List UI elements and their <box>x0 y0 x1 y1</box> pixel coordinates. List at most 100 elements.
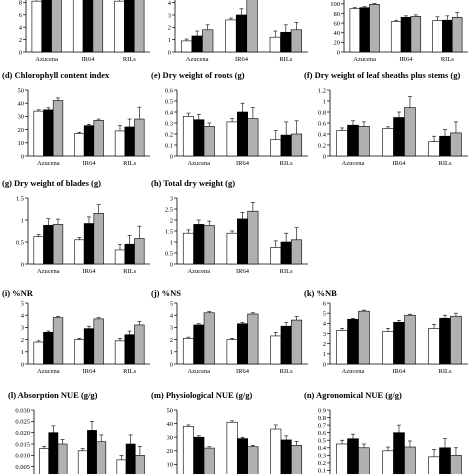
category-label: Azucena <box>37 160 60 167</box>
bar-i-ir64-s3 <box>93 318 104 365</box>
y-tick-label: 0.2 <box>165 131 173 138</box>
y-tick-label: 30 <box>167 435 174 442</box>
bar-d-ir64-s3 <box>93 120 104 157</box>
y-tick-label: 0 <box>170 261 173 268</box>
category-label: Azucena <box>187 368 210 375</box>
y-tick-label: 0.1 <box>318 468 326 474</box>
bar-i-azucena-s3 <box>52 317 64 365</box>
y-tick-label: 3 <box>170 325 173 332</box>
bar-m-rils-s2 <box>280 439 292 474</box>
y-tick-label: 1.5 <box>16 195 24 202</box>
bar-d-azucena-s3 <box>52 100 64 157</box>
panel-title: (j) %NS <box>151 288 181 298</box>
panel-title: (k) %NB <box>304 288 337 298</box>
bar-l-ir64-s1 <box>77 450 88 474</box>
category-label: Azucena <box>353 56 376 63</box>
y-tick-label: 8 <box>19 0 22 7</box>
bar-g-azucena-s3 <box>52 224 64 265</box>
panel-c: 0 20 40 60 80 100 Azucena IR64 RILs <box>330 0 468 63</box>
bar-f-ir64-s1 <box>382 128 394 157</box>
y-tick-label: 0 <box>323 153 326 160</box>
bar-c-rils-s1 <box>432 20 443 53</box>
bar-e-ir64-s2 <box>237 111 248 157</box>
bar-f-azucena-s3 <box>358 126 370 157</box>
y-tick-label: 3 <box>170 195 173 202</box>
bar-h-rils-s3 <box>291 239 303 265</box>
bar-m-azucena-s1 <box>182 426 194 474</box>
y-tick-label: 0.7 <box>318 422 327 429</box>
bar-k-azucena-s1 <box>336 330 348 365</box>
panel-title: (m) Physiological NUE (g/g) <box>151 390 252 400</box>
y-tick-label: 20 <box>18 127 25 134</box>
y-tick-label: 10 <box>18 140 25 147</box>
bar-j-ir64-s1 <box>226 339 238 365</box>
bar-b-azucena-s2 <box>191 35 203 53</box>
bar-i-azucena-s1 <box>33 341 44 365</box>
bar-h-rils-s2 <box>280 241 292 265</box>
bar-g-ir64-s2 <box>83 223 95 265</box>
y-tick-label: 0.8 <box>318 109 326 116</box>
y-tick-label: 3 <box>168 12 171 19</box>
bar-j-ir64-s2 <box>237 323 248 365</box>
y-tick-label: 0.9 <box>318 407 326 414</box>
panel-g: (g) Dry weight of blades (g) 0 0.5 1 1.5 Azuc… <box>2 178 150 275</box>
bar-k-ir64-s3 <box>404 314 416 365</box>
bar-b-rils-s3 <box>290 29 302 53</box>
bar-l-rils-s1 <box>116 459 127 474</box>
bar-e-rils-s1 <box>270 139 282 157</box>
bar-i-azucena-s2 <box>43 331 54 365</box>
bar-k-ir64-s1 <box>382 331 394 365</box>
y-tick-label: 50 <box>167 407 174 414</box>
y-tick-label: 0.1 <box>165 142 173 149</box>
category-label: RILs <box>123 56 136 63</box>
category-label: Azucena <box>342 368 365 375</box>
y-tick-label: 0.4 <box>318 445 327 452</box>
y-tick-label: 2 <box>170 337 173 344</box>
y-tick-label: 4 <box>170 313 174 320</box>
y-tick-label: 0.030 <box>15 407 30 414</box>
panel-f: (f) Dry weight of leaf sheaths plus stem… <box>304 70 468 167</box>
category-label: IR64 <box>83 368 97 375</box>
bar-i-rils-s2 <box>124 334 135 365</box>
panel-title: (f) Dry weight of leaf sheaths plus stem… <box>304 70 460 80</box>
bar-j-rils-s1 <box>270 335 282 365</box>
bar-a-rils-s1 <box>114 0 125 53</box>
bar-e-ir64-s3 <box>247 118 259 157</box>
bar-c-azucena-s1 <box>349 8 361 53</box>
y-tick-label: 0 <box>21 361 24 368</box>
y-tick-label: 0.5 <box>165 250 173 257</box>
bar-m-ir64-s2 <box>237 438 248 474</box>
bar-n-rils-s3 <box>450 455 462 474</box>
y-tick-label: 2 <box>168 25 171 32</box>
bar-e-ir64-s1 <box>226 121 238 157</box>
bar-a-rils-s3 <box>133 0 145 53</box>
y-tick-label: 0.6 <box>318 430 327 437</box>
y-tick-label: 0.5 <box>165 98 173 105</box>
bar-j-rils-s2 <box>280 325 292 365</box>
y-tick-label: 3 <box>21 325 24 332</box>
bar-i-ir64-s1 <box>74 339 85 365</box>
bar-b-rils-s2 <box>280 31 292 53</box>
category-label: Azucena <box>35 56 58 63</box>
y-tick-label: 0 <box>168 49 171 56</box>
bar-j-azucena-s1 <box>182 338 194 365</box>
y-tick-label: 6 <box>323 300 327 307</box>
panel-k: (k) %NB 0 1 2 3 4 5 6 Azucena IR64 RILs <box>304 288 468 375</box>
category-label: RILs <box>279 56 292 63</box>
category-label: Azucena <box>187 160 210 167</box>
y-tick-label: 40 <box>18 101 25 108</box>
panel-i: (i) %NR 0 1 2 3 4 5 Azucena IR64 RILs <box>2 288 150 375</box>
bar-n-rils-s1 <box>428 456 440 474</box>
bar-a-ir64-s2 <box>82 0 94 53</box>
category-label: IR64 <box>236 160 250 167</box>
bar-b-rils-s1 <box>269 36 281 53</box>
y-tick-label: 50 <box>18 87 25 94</box>
panel-j: (j) %NS 0 1 2 3 4 5 Azucena IR64 RILs <box>151 288 308 375</box>
bar-f-azucena-s2 <box>347 124 359 157</box>
bar-f-rils-s1 <box>428 141 440 157</box>
y-tick-label: 0 <box>170 361 173 368</box>
category-label: RILs <box>123 268 136 275</box>
y-tick-label: 0.3 <box>165 120 173 127</box>
y-tick-label: 0 <box>21 153 24 160</box>
bar-l-azucena-s2 <box>48 432 59 474</box>
